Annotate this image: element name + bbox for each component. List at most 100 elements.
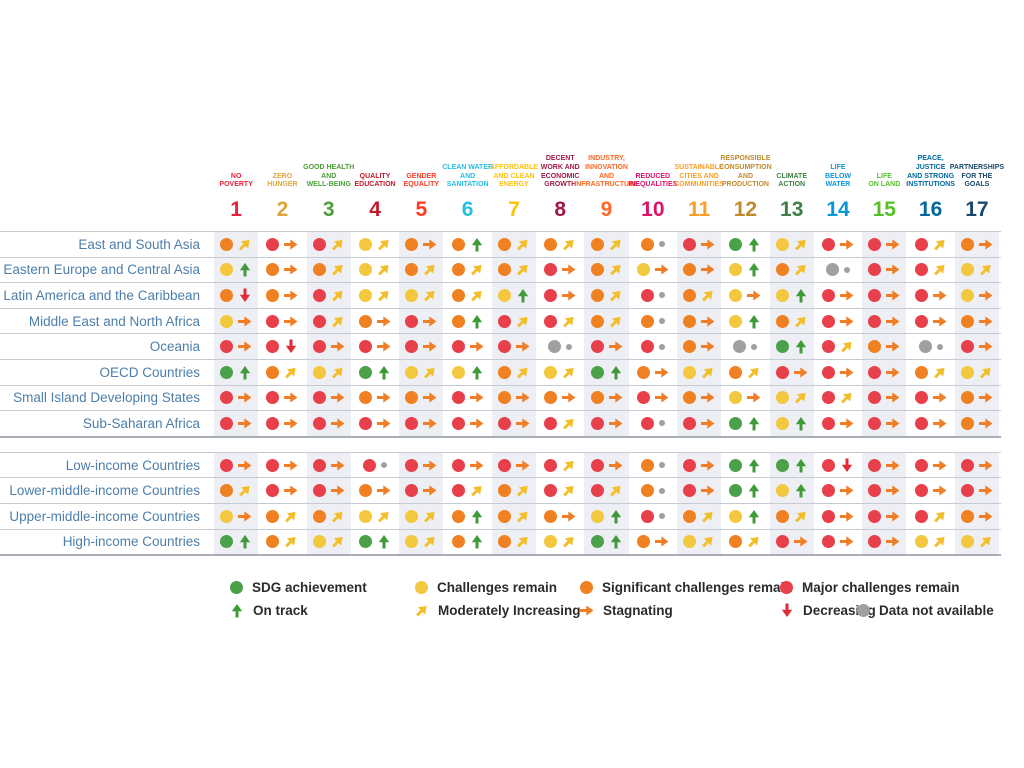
on-track-arrow-icon — [794, 484, 807, 498]
no-data-status-dot — [733, 340, 747, 354]
stagnating-arrow-icon — [238, 315, 252, 328]
matrix-cell — [676, 334, 722, 359]
matrix-cell — [259, 411, 305, 436]
status-dot — [868, 340, 882, 354]
stagnating-arrow-icon — [886, 459, 900, 472]
status-dot — [312, 509, 326, 523]
matrix-cell — [630, 530, 676, 555]
matrix-cell — [352, 283, 398, 308]
on-track-arrow-icon — [470, 535, 483, 549]
matrix-cell — [769, 452, 815, 478]
moderately-increasing-arrow-icon — [328, 312, 347, 331]
sdg-column-number: 13 — [780, 198, 804, 221]
stagnating-arrow-icon — [238, 391, 252, 404]
status-dot — [590, 416, 604, 430]
status-dot — [822, 314, 835, 328]
stagnating-arrow-icon — [747, 289, 761, 302]
sdg-column-number: 7 — [508, 198, 520, 221]
status-dot — [640, 288, 654, 302]
stagnating-arrow-icon — [284, 459, 298, 472]
stagnating-arrow-icon — [654, 263, 669, 276]
matrix-row: East and South Asia — [0, 231, 1001, 257]
sdg-column-label: SUSTAINABLE CITIES AND COMMUNITIES — [674, 128, 724, 190]
matrix-cell — [537, 283, 583, 308]
matrix-cell — [769, 308, 815, 334]
no-data-trend-dot — [936, 343, 943, 350]
matrix-cell — [491, 411, 537, 436]
status-dot — [636, 391, 650, 405]
status-dot — [544, 535, 558, 549]
matrix-cell — [537, 386, 583, 411]
status-dot — [312, 458, 326, 472]
status-dot — [220, 340, 234, 354]
moderately-increasing-arrow-icon — [699, 532, 718, 551]
status-dot — [640, 237, 654, 251]
status-dot — [822, 288, 835, 302]
sdg-column-label-line: INNOVATION — [585, 163, 628, 171]
status-dot — [729, 458, 743, 472]
sdg-dashboard-matrix: NO POVERTY 1 ZERO HUNGER 2 GOOD HEALTH AND WELL-… — [0, 128, 1004, 557]
sdg-column-label-line: CLIMATE — [776, 172, 807, 180]
status-dot — [868, 416, 882, 430]
stagnating-arrow-icon — [330, 417, 345, 430]
matrix-cell — [213, 359, 259, 385]
row-group: Low-income Countries Lower-middle-income … — [0, 451, 1001, 557]
stagnating-arrow-icon — [423, 417, 437, 430]
stagnating-arrow-icon — [377, 391, 391, 404]
matrix-cell — [213, 452, 259, 478]
sdg-column-number: 12 — [733, 198, 758, 221]
matrix-cell — [583, 478, 629, 503]
matrix-cell — [491, 257, 537, 283]
stagnating-arrow-icon — [840, 366, 854, 379]
status-dot — [914, 314, 928, 328]
status-dot — [359, 288, 373, 302]
status-dot — [729, 509, 743, 523]
status-dot — [544, 391, 558, 405]
status-dot — [822, 509, 835, 523]
status-dot — [868, 237, 882, 251]
sdg-column-header: SUSTAINABLE CITIES AND COMMUNITIES 11 — [674, 128, 724, 228]
status-dot — [683, 288, 697, 302]
stagnating-arrow-icon — [284, 391, 298, 404]
status-dot — [640, 314, 654, 328]
matrix-cell — [676, 529, 722, 555]
stagnating-arrow-icon — [840, 315, 854, 328]
row-label: Small Island Developing States — [13, 390, 200, 406]
sdg-column-label-line: FOR THE — [961, 172, 993, 180]
no-data-trend-dot — [844, 266, 850, 273]
stagnating-arrow-icon — [608, 391, 623, 404]
matrix-cell — [769, 334, 815, 359]
status-dot — [640, 458, 654, 472]
on-track-arrow-icon — [378, 535, 391, 549]
stagnating-arrow-icon — [284, 417, 298, 430]
matrix-cell — [352, 386, 398, 411]
no-data-trend-dot — [658, 487, 665, 494]
status-dot — [266, 365, 280, 379]
matrix-cell — [444, 258, 490, 283]
status-dot — [359, 314, 373, 328]
matrix-cell — [583, 283, 629, 308]
matrix-cell — [861, 478, 907, 503]
status-dot — [775, 484, 789, 498]
moderately-increasing-arrow-icon — [560, 481, 579, 500]
stagnating-arrow-icon — [330, 340, 345, 353]
matrix-cell — [398, 334, 444, 359]
matrix-cell — [352, 478, 398, 503]
status-dot — [914, 391, 928, 405]
matrix-cell — [722, 360, 768, 385]
legend: SDG achievement Challenges remain Signific… — [230, 578, 1020, 626]
status-dot — [220, 391, 234, 405]
status-dot — [822, 484, 835, 498]
matrix-cell — [907, 530, 953, 555]
status-dot — [960, 340, 974, 354]
status-dot — [590, 288, 604, 302]
status-dot — [822, 237, 835, 251]
legend-status-dot — [230, 580, 243, 594]
stagnating-arrow-icon — [886, 535, 900, 548]
on-track-arrow-icon — [794, 458, 807, 473]
status-dot — [405, 484, 419, 498]
status-dot — [544, 484, 558, 498]
matrix-cell — [398, 478, 444, 503]
status-dot — [683, 237, 697, 251]
stagnating-arrow-icon — [932, 459, 947, 472]
